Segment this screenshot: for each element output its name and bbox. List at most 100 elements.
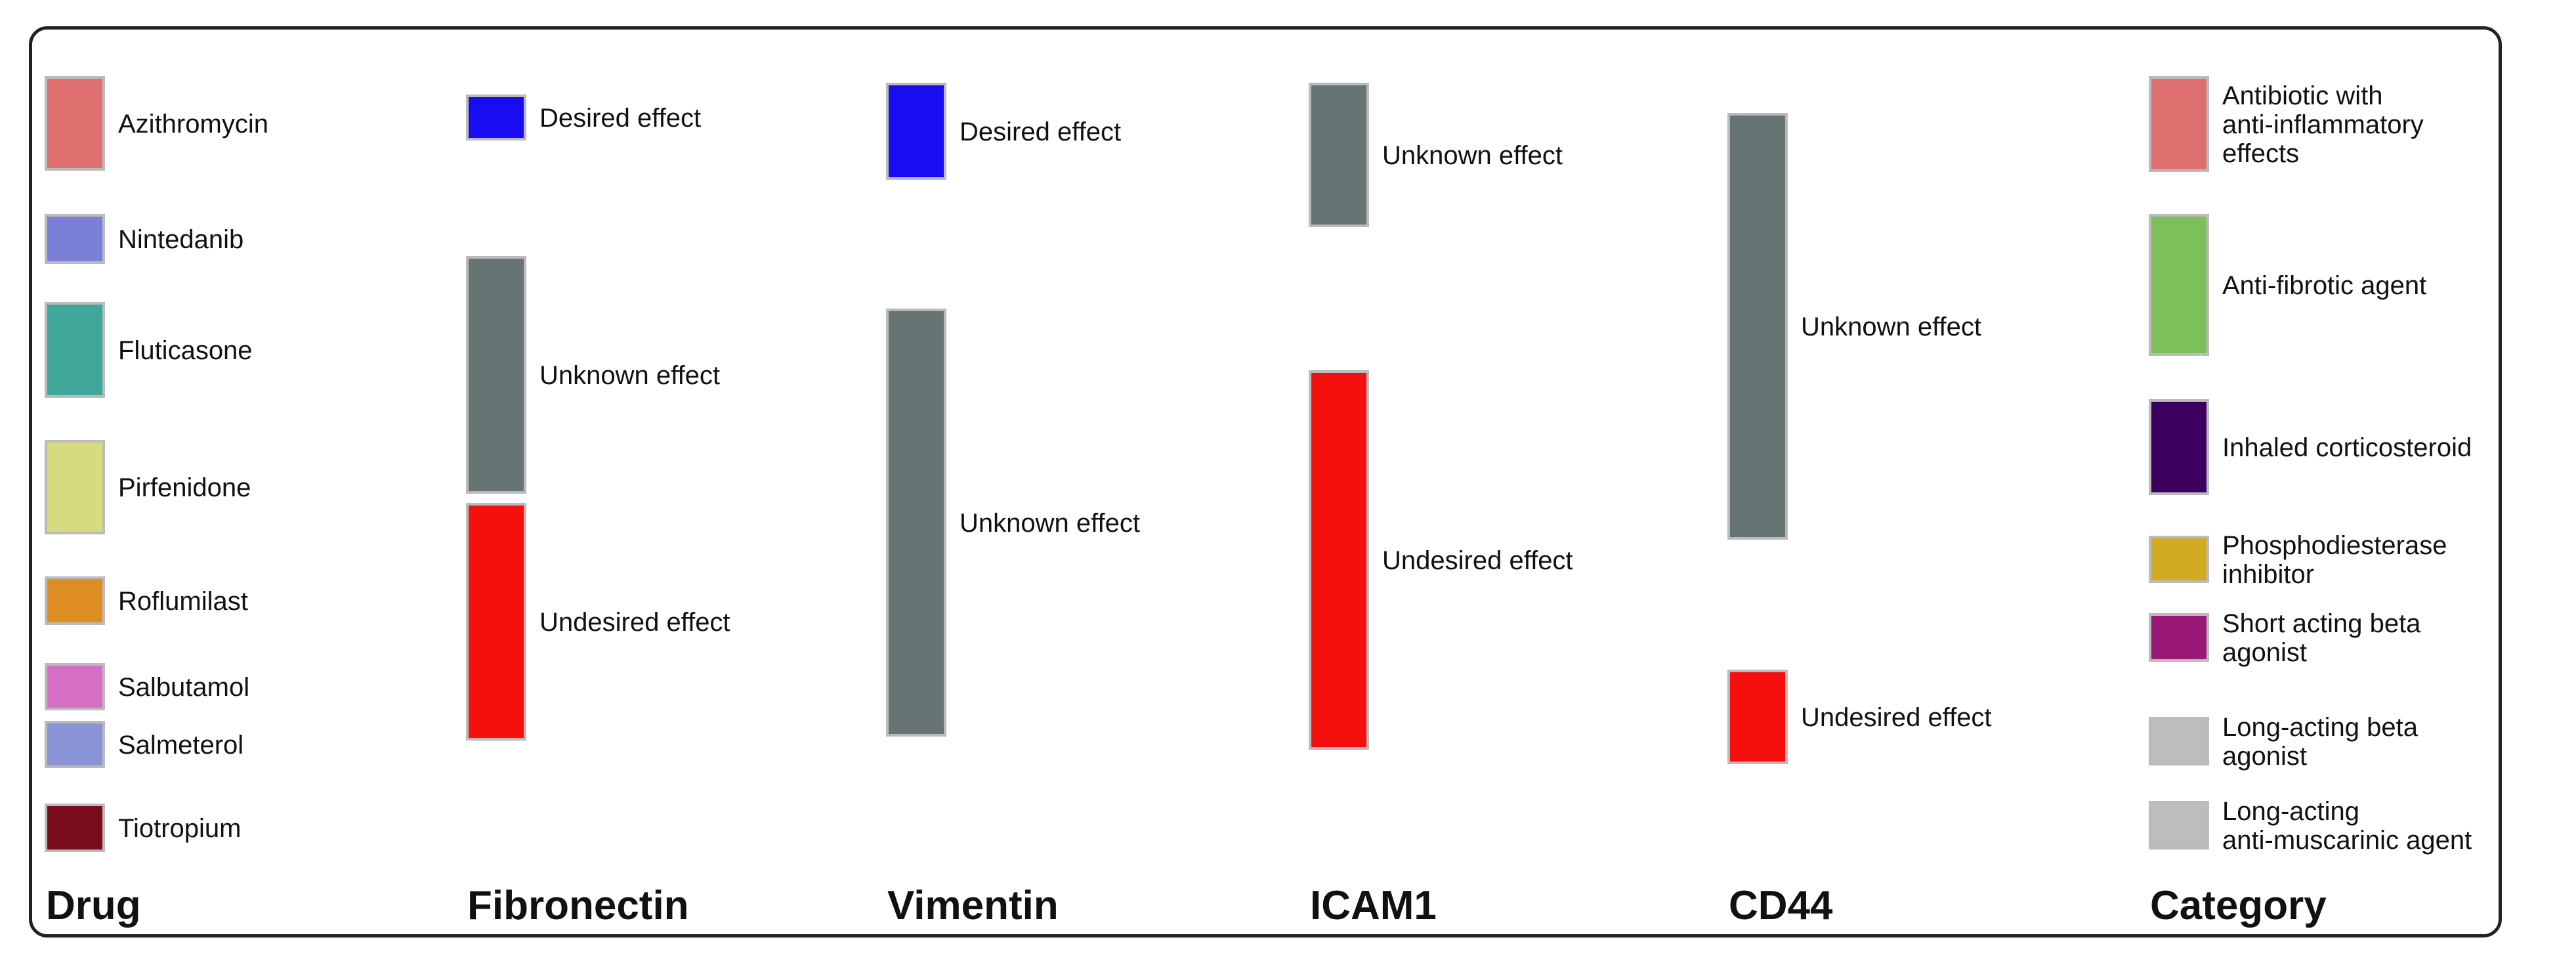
node-label-line: Fluticasone [118, 336, 253, 365]
node-label-line: Salbutamol [118, 673, 249, 702]
flow-nodes: Azithromycin Nintedanib Fluticasone Pirfeni… [45, 76, 2472, 855]
column-label-icam1: ICAM1 [1310, 883, 1437, 928]
column-label-category: Category [2150, 883, 2327, 928]
node-label-icam_undesired: Undesired effect [1382, 546, 1573, 575]
node-label-line: Salmeterol [118, 731, 243, 760]
node-label-icam_unknown: Unknown effect [1382, 141, 1563, 170]
node-label-line: effects [2222, 139, 2299, 168]
node-label-tiotropium: Tiotropium [118, 814, 241, 843]
node-label-line: anti-muscarinic agent [2222, 826, 2472, 855]
node-nintedanib: Nintedanib [45, 214, 243, 264]
node-label-line: Undesired effect [1382, 546, 1573, 575]
node-bar-fib_unknown [466, 256, 526, 494]
node-tiotropium: Tiotropium [45, 804, 241, 852]
node-cat_ics: Inhaled corticosteroid [2149, 399, 2472, 495]
flow-link-nintedanib-cd44_unknown-to-cat_antifibrotic [1786, 185, 2150, 285]
node-roflumilast: Roflumilast [45, 576, 248, 625]
node-label-line: Short acting beta [2222, 609, 2421, 638]
node-label-line: Undesired effect [539, 608, 730, 637]
node-label-fib_desired: Desired effect [539, 104, 701, 133]
flow-link-azithromycin-cd44_unknown-to-cat_antibiotic [1786, 77, 2150, 185]
node-label-line: Unknown effect [539, 361, 720, 390]
flow-link-roflumilast-fib_undesired-to-vim_desired [525, 131, 887, 563]
node-bar-cat_antifibrotic [2149, 214, 2209, 356]
column-label-drug: Drug [46, 883, 141, 928]
node-bar-tiotropium [45, 804, 105, 852]
flow-link-fluticasone-icam_undesired-to-cd44_unknown [1368, 326, 1729, 523]
node-bar-vim_desired [886, 83, 946, 180]
flow-link-tiotropium-fib_undesired-to-vim_unknown [525, 664, 887, 739]
node-vim_desired: Desired effect [886, 83, 1121, 180]
node-label-line: agonist [2222, 742, 2307, 771]
node-label-line: agonist [2222, 638, 2307, 667]
node-vim_unknown: Unknown effect [886, 309, 1140, 737]
node-salmeterol: Salmeterol [45, 721, 243, 768]
node-cat_saba: Short acting beta agonist [2149, 609, 2421, 667]
node-label-cat_antibiotic: Antibiotic with anti-inflammatory effects [2222, 81, 2424, 168]
node-cat_antibiotic: Antibiotic with anti-inflammatory effects [2149, 76, 2424, 172]
flow-link-azithromycin-fib_desired-to-vim_unknown [525, 96, 887, 381]
flow-link-roflumilast-cd44_unknown-to-cat_pde [1786, 397, 2150, 582]
diagram-frame [29, 26, 2502, 937]
node-label-fluticasone: Fluticasone [118, 336, 253, 365]
node-label-roflumilast: Roflumilast [118, 587, 248, 616]
node-label-cd44_unknown: Unknown effect [1801, 312, 1981, 341]
node-label-line: Desired effect [539, 104, 701, 133]
flow-link-salmeterol-icam_undesired-to-cd44_undesired [1368, 673, 1729, 763]
node-bar-icam_undesired [1309, 370, 1369, 750]
node-label-line: Roflumilast [118, 587, 248, 616]
node-label-salbutamol: Salbutamol [118, 673, 249, 702]
flow-link-azithromycin-icam_undesired-to-cd44_unknown [1368, 255, 1729, 446]
node-bar-cat_ics [2149, 399, 2209, 495]
node-icam_unknown: Unknown effect [1309, 83, 1563, 227]
node-bar-cd44_unknown [1727, 113, 1788, 540]
node-label-pirfenidone: Pirfenidone [118, 473, 251, 502]
column-labels: Drug Fibronectin Vimentin ICAM1 CD44 Category [46, 883, 2327, 928]
node-bar-cd44_undesired [1727, 670, 1788, 764]
node-bar-azithromycin [45, 76, 105, 171]
node-label-cat_ics: Inhaled corticosteroid [2222, 433, 2472, 462]
node-cat_antifibrotic: Anti-fibrotic agent [2149, 214, 2426, 356]
node-bar-fib_undesired [466, 503, 526, 741]
flow-link-tiotropium-vim_unknown-to-icam_unknown [945, 179, 1310, 523]
node-label-salmeterol: Salmeterol [118, 731, 243, 760]
node-cd44_unknown: Unknown effect [1727, 113, 1981, 540]
flow-link-salbutamol-vim_unknown-to-icam_unknown [945, 131, 1310, 452]
flow-link-tiotropium-cd44_undesired-to-cat_lama [1786, 717, 2150, 848]
flow-link-pirfenidone-pirfenidone-to-fib_unknown [104, 335, 467, 533]
node-cat_lama: Long-acting anti-muscarinic agent [2149, 797, 2472, 855]
node-bar-cat_saba [2149, 613, 2209, 662]
node-label-line: inhibitor [2222, 560, 2314, 589]
node-label-vim_desired: Desired effect [960, 118, 1121, 146]
node-fluticasone: Fluticasone [45, 302, 253, 398]
node-label-line: Tiotropium [118, 814, 241, 843]
node-label-line: Long-acting [2222, 797, 2359, 826]
flow-link-nintedanib-nintedanib-to-fib_undesired [104, 215, 467, 563]
node-label-line: Phosphodiesterase [2222, 531, 2447, 560]
node-label-line: Long-acting beta [2222, 713, 2418, 742]
node-fib_unknown: Unknown effect [466, 256, 720, 494]
node-bar-cat_lama [2149, 801, 2209, 850]
flow-link-roflumilast-vim_desired-to-icam_undesired [945, 131, 1310, 523]
node-bar-cat_pde [2149, 536, 2209, 583]
node-pirfenidone: Pirfenidone [45, 440, 251, 534]
node-label-cd44_undesired: Undesired effect [1801, 703, 1992, 732]
node-cd44_undesired: Undesired effect [1727, 670, 1992, 764]
node-label-line: Antibiotic with [2222, 81, 2383, 110]
flow-link-salbutamol-cd44_unknown-to-cat_saba [1786, 467, 2150, 660]
node-azithromycin: Azithromycin [45, 76, 268, 171]
node-bar-icam_unknown [1309, 83, 1369, 227]
node-bar-salmeterol [45, 721, 105, 768]
flow-link-salmeterol-vim_unknown-to-icam_undesired [945, 664, 1310, 748]
node-label-line: anti-inflammatory [2222, 110, 2424, 139]
node-label-fib_undesired: Undesired effect [539, 608, 730, 637]
flow-link-fluticasone-cd44_unknown-to-cat_ics [1786, 326, 2150, 494]
node-label-line: Anti-fibrotic agent [2222, 271, 2426, 300]
flow-link-salbutamol-fib_undesired-to-vim_unknown [525, 593, 887, 681]
node-label-line: Azithromycin [118, 110, 268, 139]
node-label-line: Unknown effect [1801, 312, 1981, 341]
flow-link-tiotropium-icam_unknown-to-cd44_undesired [1368, 179, 1729, 717]
node-label-cat_lama: Long-acting anti-muscarinic agent [2222, 797, 2472, 855]
flow-link-nintedanib-fib_undesired-to-vim_unknown [525, 523, 887, 622]
